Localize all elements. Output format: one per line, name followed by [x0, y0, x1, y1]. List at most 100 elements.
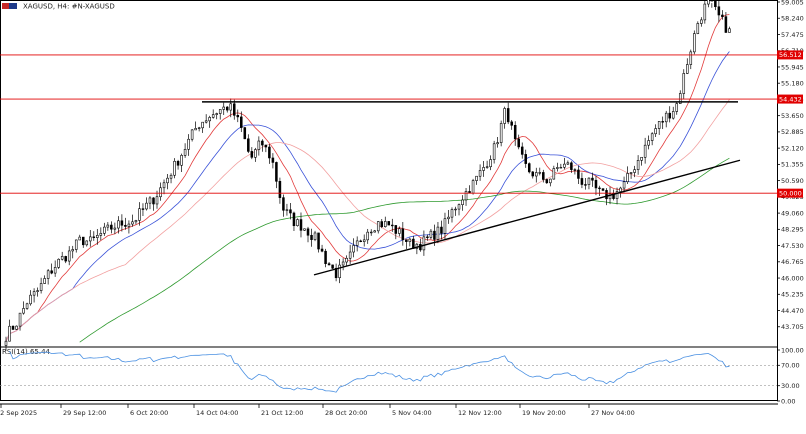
candle	[520, 142, 524, 159]
candle-body-up	[32, 291, 36, 296]
candle	[640, 156, 643, 166]
candle-body-up	[700, 19, 703, 24]
candle-body-up	[29, 294, 32, 305]
candle-body-down	[247, 138, 250, 152]
candle-body-up	[461, 199, 464, 206]
candle-body-down	[598, 187, 601, 190]
candle-body-up	[384, 221, 387, 227]
candle	[271, 153, 275, 169]
candle	[577, 165, 580, 185]
candle-body-down	[232, 103, 236, 116]
candle	[327, 261, 331, 266]
moving-averages	[5, 14, 730, 343]
candle	[510, 119, 513, 130]
candle	[436, 222, 440, 244]
candle	[120, 214, 124, 232]
candle	[633, 165, 636, 178]
candle-body-down	[327, 263, 331, 266]
candle-body-down	[506, 108, 510, 123]
candle	[159, 182, 162, 201]
candle	[306, 226, 310, 243]
candle-body-up	[138, 208, 141, 221]
candle	[499, 120, 503, 147]
price-tick-label: 50.590	[781, 177, 804, 185]
candle-body-up	[190, 129, 194, 140]
candle-body-down	[542, 172, 545, 180]
candle	[703, 0, 707, 24]
candle	[208, 115, 211, 128]
candle-body-up	[454, 208, 457, 211]
candle-body-up	[619, 187, 622, 192]
chart-title: XAGUSD, H4: #N-XAGUSD	[23, 3, 115, 11]
candle-body-down	[594, 179, 598, 189]
candle-body-up	[71, 249, 74, 252]
candle-body-up	[373, 230, 376, 233]
candle-body-down	[152, 197, 155, 205]
candle-body-up	[643, 144, 647, 158]
candle-body-up	[103, 226, 106, 234]
candle	[345, 255, 348, 267]
candle-body-up	[362, 239, 366, 242]
candle	[471, 178, 475, 195]
candle-body-up	[197, 127, 201, 129]
candle-body-down	[320, 248, 324, 252]
candle	[310, 228, 313, 247]
candle-body-down	[275, 162, 278, 182]
candle	[426, 234, 429, 241]
candle-body-up	[492, 143, 496, 160]
support-trendline[interactable]	[313, 159, 741, 276]
candle	[53, 260, 57, 277]
candle-body-up	[4, 340, 8, 346]
candle	[513, 121, 517, 146]
candle	[657, 121, 661, 135]
candle-body-down	[317, 232, 320, 250]
candle-body-up	[201, 121, 204, 129]
candle	[74, 239, 78, 253]
candle-body-up	[18, 312, 22, 327]
candle-body-up	[556, 167, 559, 169]
candle-body-up	[313, 232, 317, 240]
candle	[721, 10, 724, 20]
candle-body-up	[215, 113, 218, 115]
date-tick-label: 29 Sep 12:00	[63, 409, 106, 417]
candle	[303, 228, 306, 231]
main-panel-frame	[0, 0, 778, 401]
candle-body-down	[520, 146, 524, 155]
candle-body-up	[499, 123, 503, 143]
candle-body-down	[661, 121, 664, 123]
candle-body-up	[8, 325, 11, 342]
rsi-tick-label: 100.00	[781, 346, 804, 354]
candle-body-up	[43, 278, 46, 284]
candle	[587, 177, 591, 190]
candle	[696, 21, 700, 35]
candle-body-down	[605, 190, 608, 200]
candle-body-up	[229, 103, 233, 111]
date-tick-label: 28 Oct 20:00	[325, 409, 367, 417]
candle	[204, 114, 208, 124]
candle-body-up	[257, 140, 261, 150]
candle-body-up	[629, 172, 633, 174]
candle-body-up	[366, 231, 369, 241]
candle-body-down	[721, 14, 724, 17]
candle	[201, 121, 204, 133]
candle	[152, 197, 155, 211]
candle	[292, 211, 296, 232]
candle-body-down	[236, 115, 240, 118]
candle	[549, 178, 552, 187]
candle	[450, 207, 454, 223]
candle-body-up	[22, 308, 25, 314]
candle-body-up	[475, 175, 478, 181]
candle	[440, 220, 443, 240]
candle-body-up	[429, 230, 433, 238]
candle-body-down	[306, 228, 310, 236]
level-price-tag-label: 50.000	[779, 189, 802, 197]
candle-body-down	[570, 162, 573, 170]
candle	[78, 234, 82, 241]
candle-body-down	[524, 154, 528, 164]
rsi-indicator	[9, 350, 730, 393]
candle-body-up	[96, 235, 99, 238]
candle-body-up	[166, 177, 169, 184]
candle-body-up	[60, 256, 64, 260]
candle-body-up	[376, 221, 380, 232]
